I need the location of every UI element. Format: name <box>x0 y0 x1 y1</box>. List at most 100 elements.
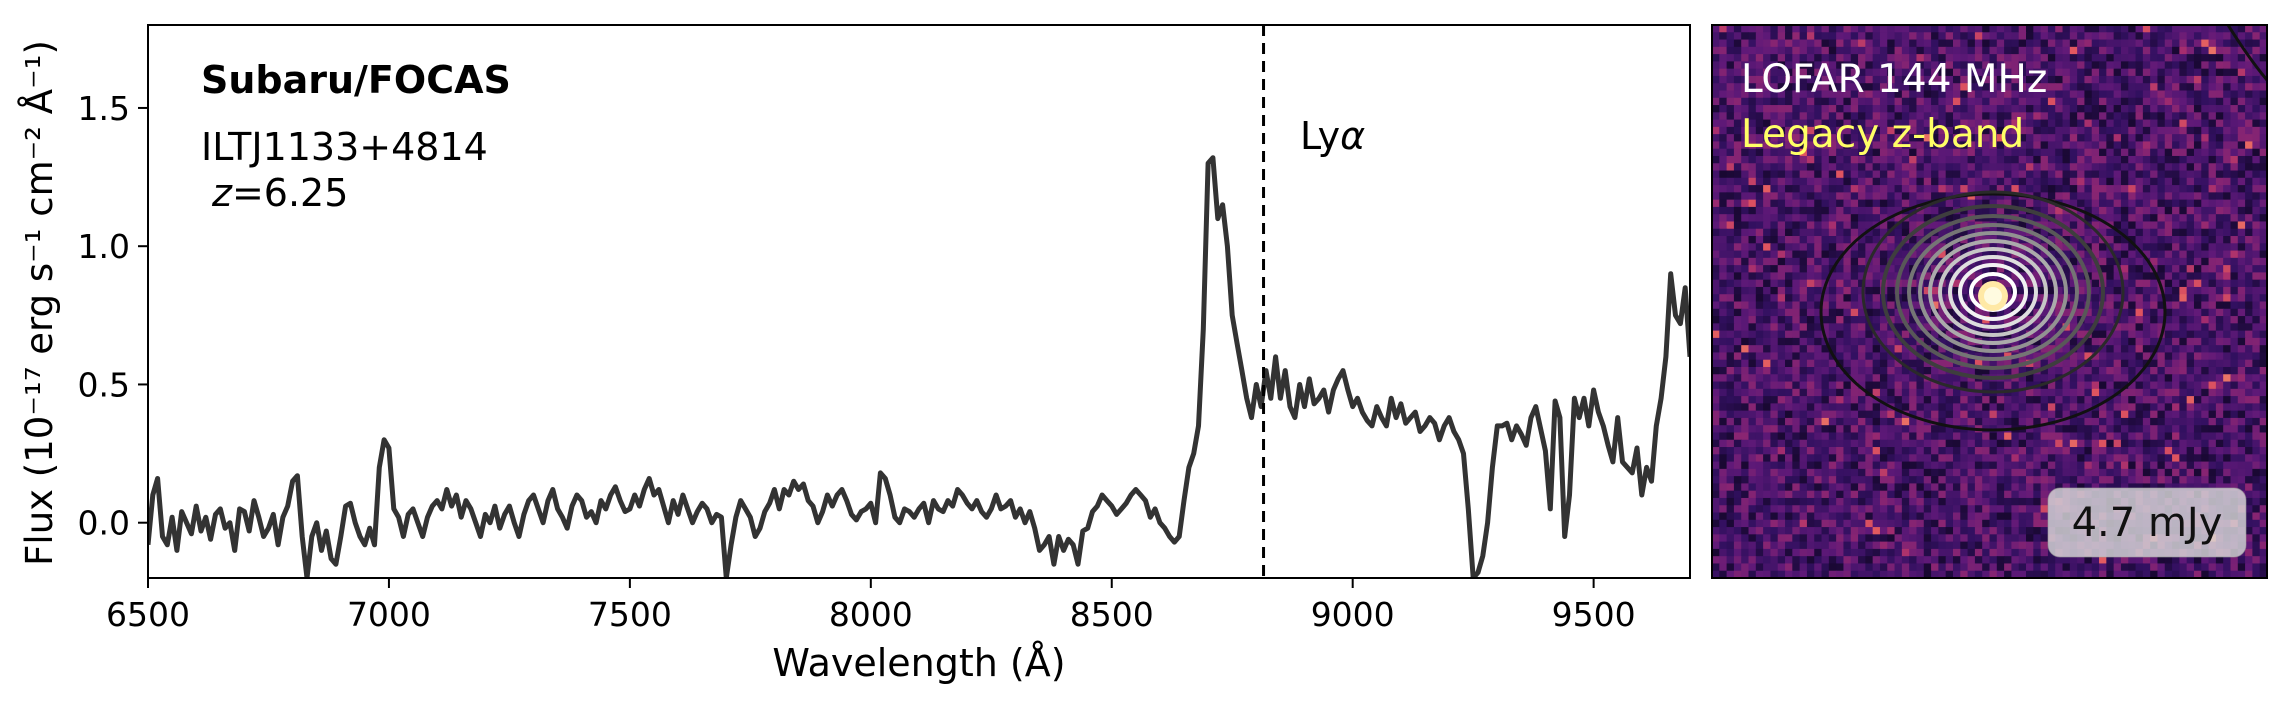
heatmap-cell <box>1879 476 1888 485</box>
heatmap-cell <box>2193 112 2202 121</box>
heatmap-cell <box>2128 432 2137 441</box>
heatmap-cell <box>2157 221 2166 230</box>
heatmap-cell <box>1814 126 1823 135</box>
heatmap-cell <box>1792 185 1801 193</box>
heatmap-cell <box>2164 323 2173 332</box>
heatmap-cell <box>2208 192 2217 201</box>
heatmap-cell <box>2077 126 2086 135</box>
heatmap-cell <box>2033 425 2042 434</box>
heatmap-cell <box>2186 192 2195 201</box>
heatmap-cell <box>1850 61 1859 70</box>
heatmap-cell <box>2135 119 2144 128</box>
heatmap-cell <box>1872 119 1881 128</box>
heatmap-cell <box>2252 170 2261 179</box>
heatmap-cell <box>1967 476 1976 485</box>
heatmap-cell <box>1785 185 1793 193</box>
heatmap-cell <box>2128 61 2137 70</box>
heatmap-cell <box>2055 75 2064 84</box>
heatmap-cell <box>1755 388 1764 397</box>
heatmap-cell <box>2135 396 2144 404</box>
heatmap-cell <box>2252 374 2261 383</box>
heatmap-cell <box>1770 119 1779 128</box>
heatmap-cell <box>1901 185 1910 193</box>
heatmap-cell <box>2077 185 2086 193</box>
heatmap-cell <box>1726 243 1735 252</box>
heatmap-cell <box>2142 381 2151 390</box>
heatmap-cell <box>2201 337 2210 346</box>
heatmap-cell <box>2113 119 2122 128</box>
heatmap-cell <box>2142 330 2151 339</box>
heatmap-cell <box>2186 39 2195 48</box>
heatmap-cell <box>1785 206 1793 215</box>
heatmap-cell <box>1996 46 2005 55</box>
heatmap-cell <box>2237 279 2246 288</box>
heatmap-cell <box>2055 185 2064 193</box>
heatmap-cell <box>1726 163 1735 172</box>
heatmap-cell <box>1974 54 1983 62</box>
heatmap-cell <box>2120 403 2129 412</box>
heatmap-cell <box>1733 396 1742 404</box>
heatmap-cell <box>1901 243 1910 252</box>
heatmap-cell <box>1879 403 1888 412</box>
heatmap-cell <box>2026 425 2034 434</box>
heatmap-cell <box>1989 206 1998 215</box>
heatmap-cell <box>1916 228 1925 237</box>
heatmap-cell <box>2099 388 2107 397</box>
heatmap-cell <box>1901 134 1910 143</box>
heatmap-cell <box>1814 199 1823 208</box>
heatmap-cell <box>2142 206 2151 215</box>
heatmap-cell <box>2259 257 2267 266</box>
heatmap-cell <box>1712 381 1720 390</box>
heatmap-cell <box>1770 279 1779 288</box>
heatmap-cell <box>2004 192 2013 201</box>
heatmap-cell <box>1865 112 1874 121</box>
heatmap-cell <box>1806 199 1815 208</box>
heatmap-cell <box>2186 476 2195 485</box>
heatmap-cell <box>2215 141 2224 150</box>
heatmap-cell <box>1836 236 1845 244</box>
heatmap-cell <box>1901 163 1910 172</box>
heatmap-cell <box>1843 374 1852 383</box>
heatmap-cell <box>1792 330 1801 339</box>
heatmap-cell <box>2186 90 2195 99</box>
heatmap-cell <box>2062 396 2071 404</box>
heatmap-cell <box>1996 25 2005 33</box>
heatmap-cell <box>2106 236 2115 244</box>
heatmap-cell <box>1916 461 1925 470</box>
heatmap-cell <box>2142 454 2151 463</box>
heatmap-cell <box>1938 199 1947 208</box>
heatmap-cell <box>2018 388 2027 397</box>
heatmap-cell <box>2011 461 2020 470</box>
heatmap-cell <box>1887 155 1896 164</box>
heatmap-cell <box>1967 330 1976 339</box>
heatmap-cell <box>1785 257 1793 266</box>
heatmap-cell <box>2164 468 2173 477</box>
heatmap-cell <box>2113 214 2122 223</box>
heatmap-cell <box>2172 68 2180 77</box>
heatmap-cell <box>2142 461 2151 470</box>
heatmap-cell <box>1989 148 1998 157</box>
heatmap-cell <box>1894 410 1903 419</box>
heatmap-cell <box>2091 192 2100 201</box>
heatmap-cell <box>1828 250 1837 259</box>
heatmap-cell <box>1814 294 1823 303</box>
heatmap-cell <box>2186 83 2195 92</box>
heatmap-cell <box>2157 119 2166 128</box>
heatmap-cell <box>1931 206 1939 215</box>
heatmap-cell <box>2230 447 2239 455</box>
heatmap-cell <box>1909 185 1918 193</box>
heatmap-cell <box>2164 155 2173 164</box>
heatmap-cell <box>2062 61 2071 70</box>
heatmap-cell <box>1982 265 1991 273</box>
heatmap-cell <box>2113 330 2122 339</box>
heatmap-cell <box>2208 345 2217 354</box>
heatmap-cell <box>1967 163 1976 172</box>
heatmap-cell <box>2047 352 2056 361</box>
heatmap-cell <box>2230 454 2239 463</box>
x-tick-label: 7500 <box>588 595 672 634</box>
heatmap-cell <box>2106 105 2115 113</box>
heatmap-cell <box>2259 345 2267 354</box>
heatmap-cell <box>2106 177 2115 186</box>
heatmap-cell <box>1996 155 2005 164</box>
heatmap-cell <box>2223 265 2232 273</box>
